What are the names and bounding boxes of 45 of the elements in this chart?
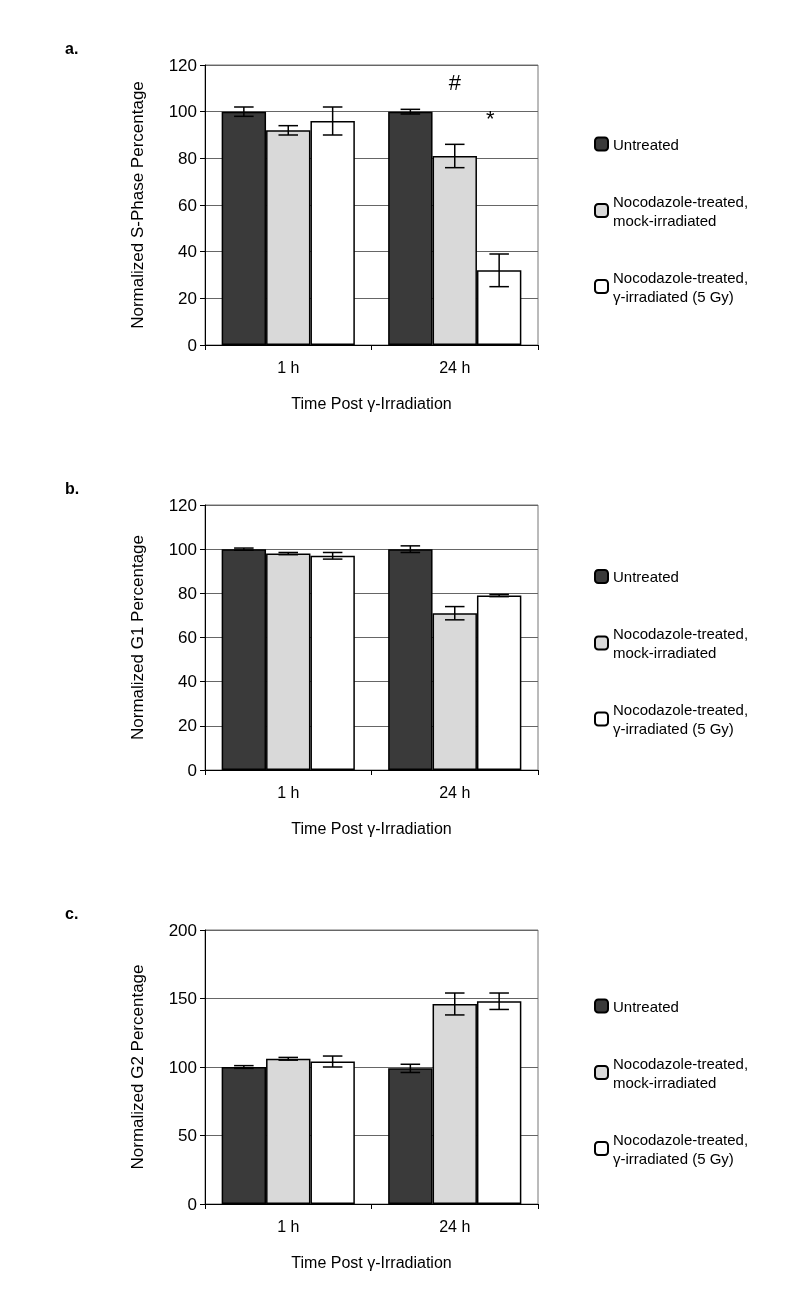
y-tick-label: 100	[168, 539, 197, 559]
legend-label: Untreated	[613, 997, 679, 1015]
legend-label: Nocodazole-treated, mock-irradiated	[613, 625, 753, 661]
y-tick-label: 200	[168, 920, 197, 940]
y-tick-label: 20	[178, 716, 197, 736]
y-tick-label: 0	[187, 1194, 197, 1214]
y-axis-title: Normalized G2 Percentage	[127, 964, 147, 1170]
annotation: #	[448, 69, 462, 95]
y-tick-label: 60	[178, 628, 197, 647]
y-axis-title: Normalized G1 Percentage	[127, 534, 147, 741]
y-tick-label: 120	[168, 495, 197, 515]
legend-label: Nocodazole-treated, mock-irradiated	[613, 1054, 753, 1091]
y-tick-label: 40	[178, 672, 197, 692]
x-tick-label: 1 h	[277, 358, 300, 376]
legend-label: Untreated	[613, 568, 679, 585]
x-tick-label: 24 h	[439, 1217, 471, 1235]
x-axis-title: Time Post γ-Irradiation	[291, 819, 452, 837]
y-tick-label: 40	[178, 242, 197, 262]
y-tick-label: 100	[168, 1057, 197, 1077]
legend-label: Nocodazole-treated, γ-irradiated (5 Gy)	[613, 1130, 753, 1167]
x-tick-label: 24 h	[439, 358, 471, 376]
y-tick-label: 0	[187, 335, 197, 355]
y-tick-label: 150	[168, 989, 197, 1008]
legend-label: Nocodazole-treated, mock-irradiated	[613, 192, 753, 229]
y-tick-label: 100	[168, 102, 197, 122]
y-tick-label: 60	[178, 195, 197, 215]
x-tick-label: 24 h	[439, 783, 471, 801]
y-tick-label: 120	[168, 55, 197, 75]
x-tick-label: 1 h	[277, 783, 300, 801]
text: b.	[65, 479, 80, 497]
y-tick-label: 20	[178, 288, 197, 308]
y-tick-label: 80	[178, 583, 197, 603]
y-tick-label: 0	[187, 760, 197, 780]
y-tick-label: 80	[178, 148, 197, 168]
y-tick-label: 50	[178, 1126, 197, 1145]
legend-label: Nocodazole-treated, γ-irradiated (5 Gy)	[613, 268, 753, 305]
text: a.	[65, 39, 79, 57]
annotation: *	[485, 105, 495, 131]
x-axis-title: Time Post γ-Irradiation	[291, 1253, 452, 1271]
x-axis-title: Time Post γ-Irradiation	[291, 394, 452, 412]
legend-label: Nocodazole-treated, γ-irradiated (5 Gy)	[613, 701, 753, 737]
y-axis-title: Normalized S-Phase Percentage	[127, 81, 147, 329]
legend-label: Untreated	[613, 135, 679, 153]
x-tick-label: 1 h	[277, 1217, 300, 1235]
text: c.	[65, 904, 79, 922]
